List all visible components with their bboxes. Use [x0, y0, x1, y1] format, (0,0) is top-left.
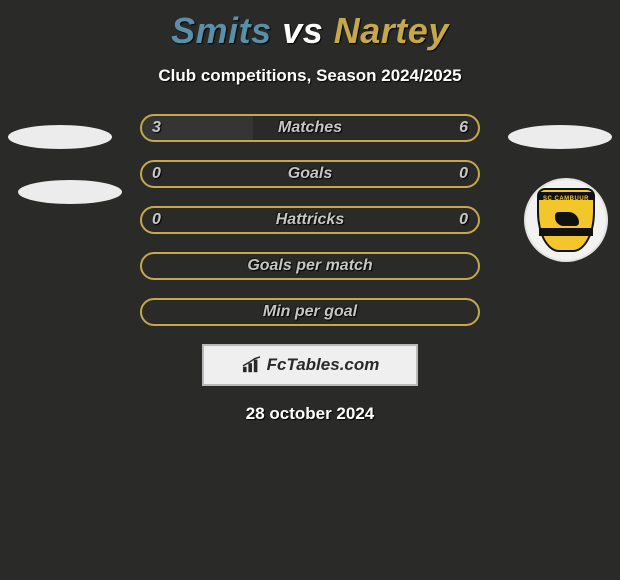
stat-right-value	[418, 300, 468, 324]
date-text: 28 october 2024	[0, 404, 620, 424]
stat-bar: 0Goals0	[140, 160, 480, 188]
subtitle: Club competitions, Season 2024/2025	[0, 66, 620, 86]
vs-text: vs	[282, 10, 323, 51]
stat-bar: 0Hattricks0	[140, 206, 480, 234]
player2-name: Nartey	[334, 10, 449, 51]
stat-bar: 3Matches6	[140, 114, 480, 142]
stat-right-value: 0	[418, 208, 468, 232]
stat-right-value: 6	[418, 116, 468, 140]
stat-bar: Goals per match	[140, 252, 480, 280]
footer-brand-box[interactable]: FcTables.com	[202, 344, 418, 386]
page-title: Smits vs Nartey	[0, 0, 620, 52]
stats-section: 3Matches6 0Goals0 0Hattricks0 Goals per mat…	[0, 114, 620, 326]
stat-bar: Min per goal	[140, 298, 480, 326]
stat-right-value: 0	[418, 162, 468, 186]
footer-brand-text: FcTables.com	[267, 355, 380, 375]
stat-right-value	[418, 254, 468, 278]
bar-chart-icon	[241, 356, 263, 374]
player1-name: Smits	[171, 10, 272, 51]
